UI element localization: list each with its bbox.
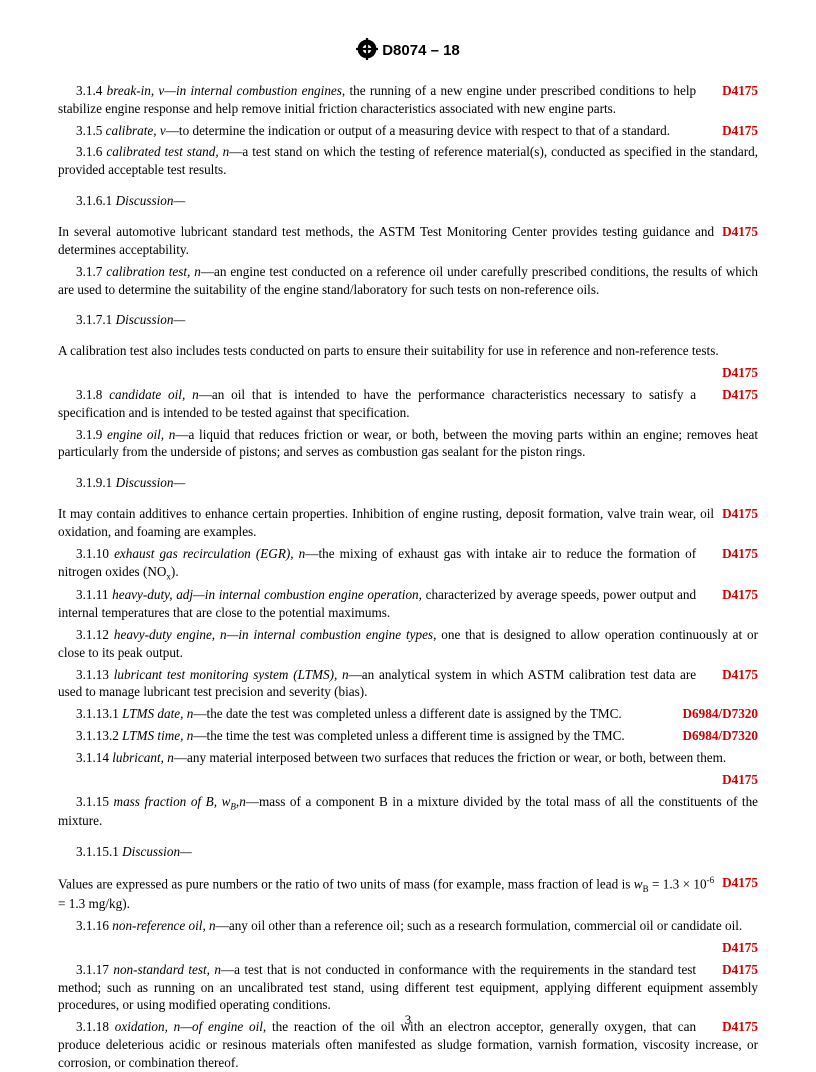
discussion-number: 3.1.15.1 [76, 844, 119, 859]
discussion-number: 3.1.7.1 [76, 312, 112, 327]
reference-link[interactable]: D4175 [704, 122, 758, 140]
definition-entry: 3.1.14 lubricant, n—any material interpo… [58, 749, 758, 767]
discussion-text: D4175 Values are expressed as pure numbe… [58, 874, 758, 913]
definition-entry: D6984/D7320 3.1.13.1 LTMS date, n—the da… [58, 705, 758, 723]
entry-number: 3.1.5 [76, 123, 102, 138]
entry-term: calibration test, n [106, 264, 201, 279]
reference-link[interactable]: D4175 [722, 771, 758, 789]
reference-link[interactable]: D4175 [704, 545, 758, 563]
entry-definition: —the date the test was completed unless … [193, 706, 621, 721]
entry-term: LTMS time, n [122, 728, 193, 743]
entry-number: 3.1.8 [76, 387, 102, 402]
discussion-label: Discussion— [116, 475, 186, 490]
entry-definition: —any oil other than a reference oil; suc… [216, 918, 743, 933]
discussion-label: Discussion— [122, 844, 192, 859]
definition-entry: 3.1.16 non-reference oil, n—any oil othe… [58, 917, 758, 935]
definition-entry: 3.1.6 calibrated test stand, n—a test st… [58, 143, 758, 179]
entry-number: 3.1.13 [76, 667, 109, 682]
entry-term: non-standard test, n [113, 962, 221, 977]
discussion-label: Discussion— [116, 312, 186, 327]
entry-number: 3.1.9 [76, 427, 102, 442]
entry-definition: ). [171, 564, 179, 579]
definition-entry: D4175 3.1.17 non-standard test, n—a test… [58, 961, 758, 1014]
reference-link[interactable]: D4175 [722, 505, 758, 523]
definition-entry: 3.1.15 mass fraction of B, wB,n—mass of … [58, 793, 758, 831]
discussion-label: Discussion— [116, 193, 186, 208]
entry-number: 3.1.6 [76, 144, 102, 159]
reference-link[interactable]: D4175 [722, 939, 758, 957]
entry-number: 3.1.14 [76, 750, 109, 765]
reference-link[interactable]: D6984/D7320 [665, 727, 758, 745]
discussion-number: 3.1.9.1 [76, 475, 112, 490]
entry-term: lubricant test monitoring system (LTMS),… [114, 667, 349, 682]
discussion-text: D4175 It may contain additives to enhanc… [58, 505, 758, 541]
page: D8074 – 18 D4175 3.1.4 break-in, v—in in… [0, 0, 816, 1056]
entry-definition: —any material interposed between two sur… [174, 750, 726, 765]
entry-number: 3.1.13.1 [76, 706, 119, 721]
definition-entry: 3.1.9 engine oil, n—a liquid that reduce… [58, 426, 758, 462]
reference-link[interactable]: D4175 [722, 874, 758, 892]
designation: D8074 – 18 [382, 42, 460, 59]
entry-term: heavy-duty, adj—in internal combustion e… [112, 587, 419, 602]
definition-entry: 3.1.12 heavy-duty engine, n—in internal … [58, 626, 758, 662]
discussion-text: D4175 In several automotive lubricant st… [58, 223, 758, 259]
entry-number: 3.1.11 [76, 587, 108, 602]
entry-term: break-in, v—in internal combustion engin… [107, 83, 342, 98]
entry-number: 3.1.10 [76, 546, 109, 561]
discussion-heading: 3.1.9.1 Discussion— [58, 475, 758, 491]
definition-entry: D4175 3.1.13 lubricant test monitoring s… [58, 666, 758, 702]
definition-entry: D4175 3.1.8 candidate oil, n—an oil that… [58, 386, 758, 422]
entry-term: candidate oil, n [109, 387, 198, 402]
definition-entry: D6984/D7320 3.1.13.2 LTMS time, n—the ti… [58, 727, 758, 745]
entry-term: non-reference oil, n [112, 918, 215, 933]
entry-term: lubricant, n [112, 750, 174, 765]
definition-entry: D4175 3.1.5 calibrate, v—to determine th… [58, 122, 758, 140]
entry-term: calibrated test stand, n [106, 144, 229, 159]
entry-number: 3.1.15 [76, 794, 109, 809]
entry-number: 3.1.16 [76, 918, 109, 933]
discussion-text: A calibration test also includes tests c… [58, 342, 758, 360]
discussion-heading: 3.1.15.1 Discussion— [58, 844, 758, 860]
discussion-number: 3.1.6.1 [76, 193, 112, 208]
reference-link[interactable]: D4175 [704, 666, 758, 684]
reference-link[interactable]: D6984/D7320 [665, 705, 758, 723]
reference-line: D4175 [58, 771, 758, 789]
entry-number: 3.1.4 [76, 83, 102, 98]
reference-link[interactable]: D4175 [704, 961, 758, 979]
entry-term: mass fraction of B, wB,n [114, 794, 246, 809]
page-header: D8074 – 18 [58, 38, 758, 64]
discussion-heading: 3.1.7.1 Discussion— [58, 312, 758, 328]
reference-link[interactable]: D4175 [722, 223, 758, 241]
entry-term: engine oil, n [107, 427, 175, 442]
entry-term: calibrate, v [106, 123, 166, 138]
reference-line: D4175 [58, 939, 758, 957]
astm-logo-icon [356, 38, 378, 64]
entry-number: 3.1.7 [76, 264, 102, 279]
discussion-heading: 3.1.6.1 Discussion— [58, 193, 758, 209]
entry-term: LTMS date, n [122, 706, 193, 721]
reference-link[interactable]: D4175 [704, 82, 758, 100]
reference-link[interactable]: D4175 [704, 586, 758, 604]
page-number: 3 [58, 1012, 758, 1028]
entry-number: 3.1.12 [76, 627, 109, 642]
entry-definition: —to determine the indication or output o… [166, 123, 670, 138]
definition-entry: 3.1.7 calibration test, n—an engine test… [58, 263, 758, 299]
definition-entry: D4175 3.1.4 break-in, v—in internal comb… [58, 82, 758, 118]
definition-entry: D4175 3.1.11 heavy-duty, adj—in internal… [58, 586, 758, 622]
entry-number: 3.1.17 [76, 962, 109, 977]
entry-number: 3.1.13.2 [76, 728, 119, 743]
entry-term: heavy-duty engine, n—in internal combust… [114, 627, 433, 642]
reference-link[interactable]: D4175 [704, 386, 758, 404]
reference-line: D4175 [58, 364, 758, 382]
reference-link[interactable]: D4175 [722, 364, 758, 382]
entry-term: exhaust gas recirculation (EGR), n [114, 546, 305, 561]
entry-definition: —the time the test was completed unless … [193, 728, 624, 743]
definition-entry: D4175 3.1.10 exhaust gas recirculation (… [58, 545, 758, 583]
